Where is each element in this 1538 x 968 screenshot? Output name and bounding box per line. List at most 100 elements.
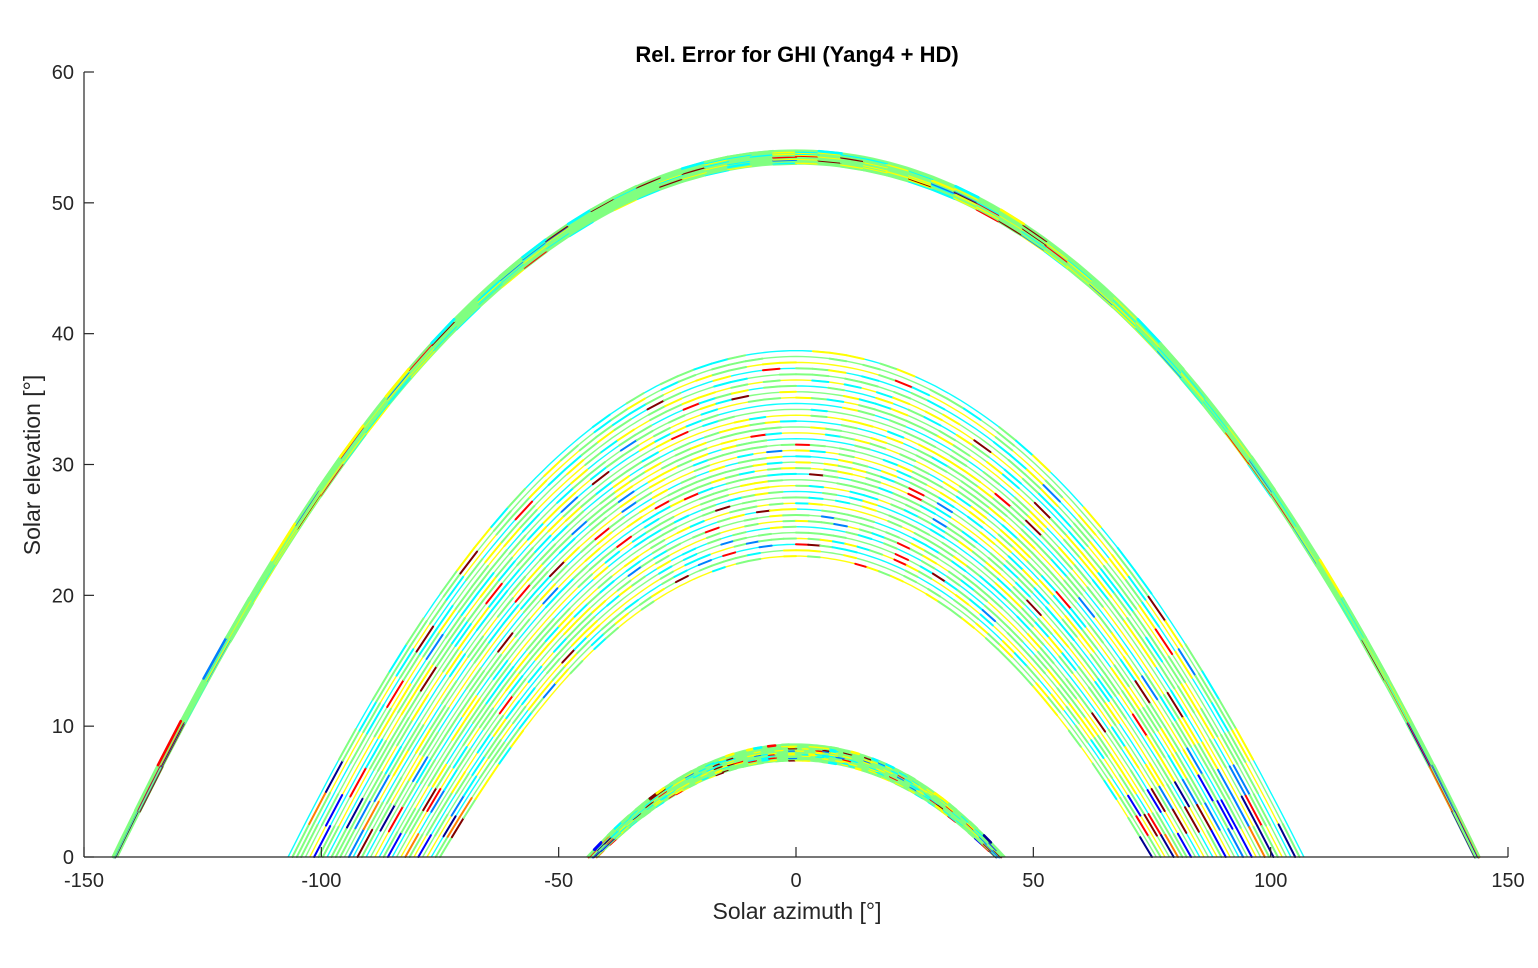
series-segment	[822, 511, 835, 513]
series-segment	[596, 425, 613, 437]
series-segment	[737, 561, 749, 564]
series-segment	[1007, 561, 1021, 574]
series-segment	[684, 488, 698, 494]
series-arc	[597, 760, 996, 857]
series-segment	[1007, 600, 1020, 613]
series-segment	[861, 518, 874, 522]
series-segment	[599, 577, 612, 588]
series-segment	[729, 498, 743, 501]
series-segment	[598, 532, 612, 544]
series-segment	[862, 376, 879, 381]
axes	[84, 72, 1508, 857]
series-arc	[336, 415, 1256, 857]
series-segment	[894, 392, 910, 399]
series-segment	[712, 365, 729, 370]
series-segment	[592, 601, 605, 613]
series-segment	[1015, 653, 1027, 666]
series-segment	[562, 617, 575, 631]
series-segment	[591, 467, 607, 479]
series-segment	[826, 429, 841, 431]
series-segment	[544, 655, 557, 670]
series-segment	[812, 410, 828, 411]
series-segment	[678, 527, 691, 533]
series-segment	[890, 420, 906, 426]
series-segment	[732, 396, 748, 399]
series-segment	[898, 369, 915, 376]
series-segment	[1003, 525, 1018, 538]
series-segment	[522, 688, 534, 704]
series-segment	[313, 793, 330, 825]
series-segment	[387, 680, 403, 707]
series-segment	[712, 562, 724, 566]
series-segment	[906, 505, 920, 512]
series-segment	[698, 483, 712, 488]
series-arc	[301, 368, 1291, 857]
series-segment	[809, 521, 822, 522]
series-segment	[906, 421, 922, 428]
series-segment	[808, 551, 820, 552]
series-segment	[1022, 673, 1034, 686]
series-segment	[751, 435, 766, 437]
series-segment	[662, 577, 674, 584]
series-segment	[595, 528, 609, 540]
series-segment	[584, 621, 597, 633]
series-segment	[957, 435, 973, 446]
series-segment	[722, 440, 737, 444]
series-segment	[763, 369, 780, 371]
series-segment	[587, 625, 599, 637]
series-segment	[1246, 796, 1262, 826]
series-segment	[544, 507, 560, 523]
series-segment	[713, 567, 725, 571]
series-segment	[998, 579, 1011, 591]
series-segment	[675, 516, 688, 523]
chart-title: Rel. Error for GHI (Yang4 + HD)	[635, 42, 958, 67]
series-segment	[607, 595, 620, 606]
series-segment	[1229, 732, 1246, 762]
series-segment	[713, 371, 730, 376]
series-segment	[844, 555, 856, 558]
series-segment	[888, 521, 901, 527]
series-segment	[985, 606, 998, 617]
series-segment	[591, 518, 606, 530]
series-segment	[766, 433, 781, 434]
series-segment	[586, 549, 600, 561]
series-segment	[1003, 475, 1019, 489]
series-segment	[837, 483, 851, 486]
series-segment	[759, 534, 771, 536]
series-segment	[812, 398, 828, 399]
series-segment	[988, 634, 1000, 645]
series-segment	[999, 535, 1014, 548]
series-segment	[1210, 740, 1226, 768]
series-segment	[823, 493, 837, 495]
series-segment	[739, 460, 753, 463]
series-segment	[759, 540, 771, 542]
series-segment	[1017, 617, 1030, 631]
series-segment	[723, 451, 738, 455]
series-segment	[835, 512, 848, 515]
series-segment	[593, 472, 609, 484]
series-segment	[544, 683, 556, 697]
series-segment	[843, 408, 859, 411]
series-segment	[700, 566, 712, 571]
series-segment	[701, 499, 715, 504]
series-segment	[1037, 544, 1052, 560]
series-segment	[733, 532, 746, 535]
series-segment	[592, 634, 604, 645]
series-segment	[771, 527, 784, 528]
series-arc	[292, 357, 1299, 858]
series-segment	[549, 470, 566, 486]
series-segment	[575, 637, 587, 649]
series-segment	[731, 384, 747, 387]
series-segment	[714, 376, 731, 381]
series-segment	[830, 353, 847, 356]
series-segment	[908, 494, 922, 501]
series-segment	[977, 492, 992, 504]
series-segment	[741, 483, 755, 486]
series-segment	[813, 369, 830, 371]
series-segment	[905, 571, 917, 577]
series-segment	[749, 559, 761, 561]
series-segment	[553, 566, 567, 581]
series-segment	[351, 734, 368, 764]
